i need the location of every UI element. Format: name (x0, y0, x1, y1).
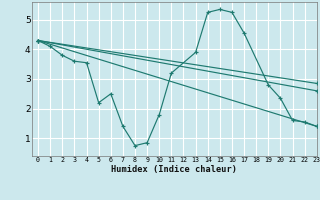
X-axis label: Humidex (Indice chaleur): Humidex (Indice chaleur) (111, 165, 237, 174)
